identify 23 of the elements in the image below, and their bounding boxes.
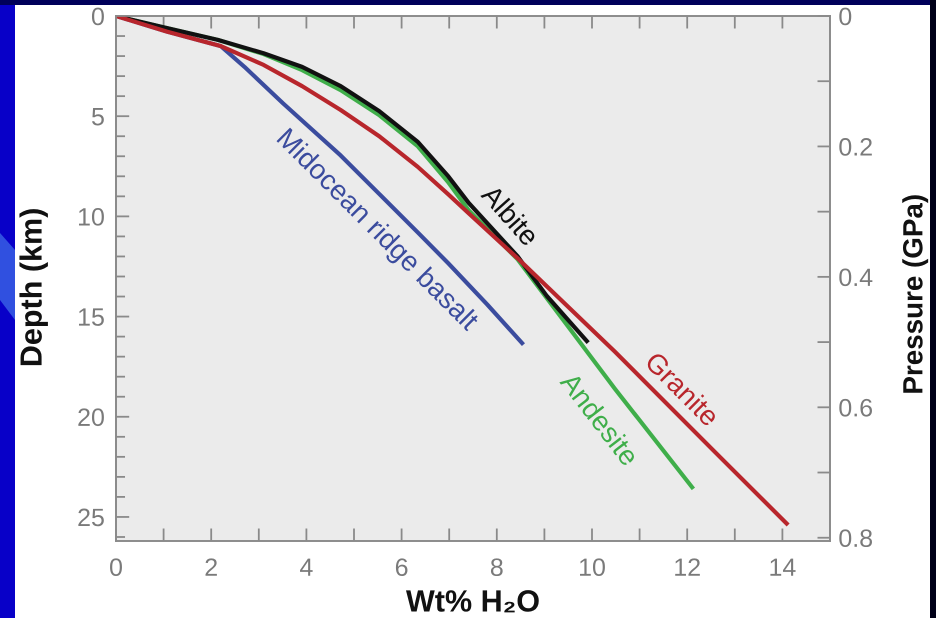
y-tick-label: 20 xyxy=(78,408,104,426)
x-tick-label: 6 xyxy=(396,558,408,576)
x-tick-label: 10 xyxy=(580,558,605,576)
y-axis-title: Depth (km) xyxy=(19,209,48,366)
y2-tick-label: 0.2 xyxy=(839,138,872,156)
x-axis-title: Wt% H₂O xyxy=(406,590,539,612)
y-tick-label: 5 xyxy=(92,108,104,126)
x-tick-label: 14 xyxy=(770,558,796,576)
y2-tick-label: 0 xyxy=(839,8,852,26)
x-tick-label: 2 xyxy=(206,558,217,576)
x-tick-label: 8 xyxy=(490,558,503,576)
x-tick-label: 4 xyxy=(300,558,313,576)
y2-axis-title: Pressure (GPa) xyxy=(902,195,928,393)
y-tick-label: 0 xyxy=(92,8,104,26)
x-tick-label: 0 xyxy=(110,558,122,576)
y-tick-label: 25 xyxy=(78,508,104,526)
y-tick-label: 15 xyxy=(78,308,104,326)
x-tick-label: 12 xyxy=(675,558,700,576)
y2-tick-label: 0.6 xyxy=(839,398,872,417)
line-series xyxy=(116,16,790,528)
y2-tick-label: 0.4 xyxy=(839,268,872,286)
y2-tick-label: 0.8 xyxy=(839,529,872,548)
y-tick-label: 10 xyxy=(78,208,104,226)
